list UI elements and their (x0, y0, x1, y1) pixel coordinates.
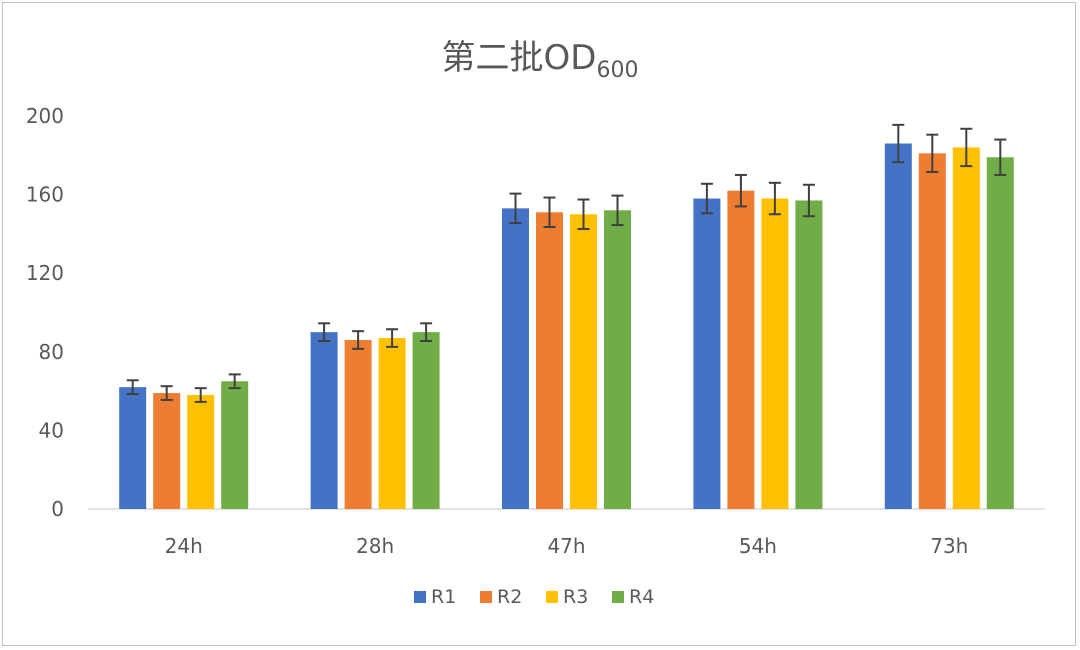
bar-r4-47h (604, 210, 631, 509)
y-tick-label: 80 (39, 340, 64, 364)
bar-r1-28h (310, 332, 338, 509)
bar-r3-54h (761, 198, 789, 509)
y-tick-label: 200 (26, 104, 64, 128)
bar-r1-54h (693, 198, 721, 509)
bar-r3-47h (570, 214, 597, 509)
legend-label-r1: R1 (431, 586, 456, 608)
legend-label-r3: R3 (563, 586, 588, 608)
bar-r2-28h (344, 340, 372, 509)
bar-r1-24h (119, 387, 147, 509)
bar-r2-73h (918, 153, 946, 509)
chart-title: 第二批OD600 (0, 30, 1080, 83)
y-tick-label: 0 (51, 497, 64, 521)
y-tick-label: 160 (26, 183, 64, 207)
legend-swatch-r4 (612, 591, 624, 603)
bar-r4-28h (412, 332, 440, 509)
x-category-label: 24h (165, 534, 203, 558)
bar-r4-73h (986, 157, 1014, 509)
chart-title-subscript: 600 (596, 58, 639, 83)
y-tick-label: 120 (26, 261, 64, 285)
legend-label-r4: R4 (629, 586, 654, 608)
bar-r3-28h (378, 338, 406, 509)
chart-title-text: 第二批OD (441, 38, 597, 78)
bar-r4-24h (221, 381, 249, 509)
y-tick-label: 40 (39, 418, 64, 442)
bar-r1-47h (502, 208, 529, 510)
x-category-label: 73h (930, 534, 968, 558)
legend-label-r2: R2 (497, 586, 522, 608)
x-category-label: 54h (739, 534, 777, 558)
bar-r2-54h (727, 190, 755, 510)
bar-r2-24h (153, 393, 181, 509)
bar-r2-47h (536, 212, 563, 509)
legend-swatch-r2 (480, 591, 492, 603)
x-category-label: 47h (547, 534, 585, 558)
legend-swatch-r1 (414, 591, 426, 603)
bar-r3-73h (952, 147, 980, 509)
bar-r4-54h (795, 200, 823, 509)
legend-swatch-r3 (546, 591, 558, 603)
bar-r1-73h (884, 143, 912, 509)
x-category-label: 28h (356, 534, 394, 558)
bar-r3-24h (187, 395, 215, 509)
